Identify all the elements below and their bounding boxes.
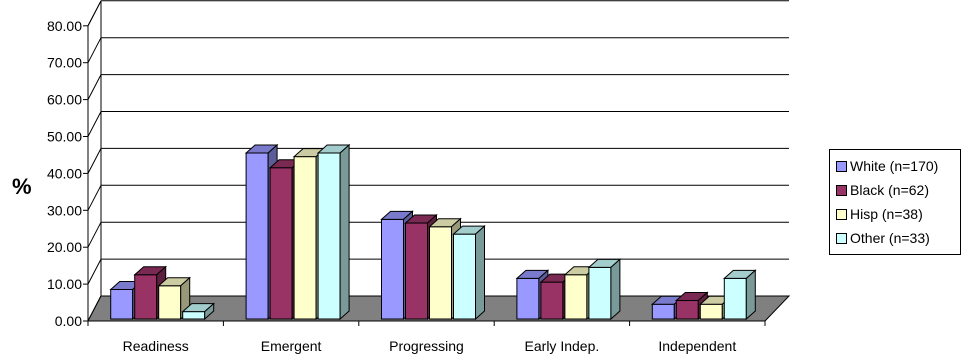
bar-front [134, 274, 158, 320]
y-tick-label: 60.00 [47, 92, 82, 108]
y-tick-label: 20.00 [47, 239, 82, 255]
bar-front [293, 156, 317, 320]
legend-swatch [836, 184, 847, 196]
bar [316, 143, 351, 321]
bar [181, 302, 216, 321]
legend-label: White (n=170) [850, 158, 939, 174]
bar [587, 258, 622, 321]
bar-front [245, 152, 269, 320]
gridline-side [87, 74, 102, 100]
y-tick-label: 0.00 [55, 313, 82, 329]
legend: White (n=170) Black (n=62) Hisp (n=38) Othe… [829, 149, 961, 255]
bar-front [675, 300, 699, 320]
legend-swatch [836, 160, 847, 172]
y-axis-label: % [12, 174, 32, 199]
bar-side [745, 269, 756, 321]
y-tick-label: 10.00 [47, 276, 82, 292]
bar-front [651, 303, 675, 320]
legend-swatch [836, 232, 847, 244]
bar-front [723, 277, 747, 320]
bar-side [204, 302, 215, 321]
legend-item: White (n=170) [836, 154, 960, 178]
bar-front [182, 311, 206, 320]
legend-label: Black (n=62) [850, 182, 929, 198]
gridline-side [87, 37, 102, 63]
y-tick-label: 30.00 [47, 202, 82, 218]
legend-label: Other (n=33) [850, 230, 930, 246]
y-tick-labels: 0.00 10.00 20.00 30.00 40.00 50.00 60.00 70.00 8… [47, 18, 82, 329]
bar-front [317, 152, 341, 320]
category-label: Emergent [261, 338, 322, 354]
bar [452, 225, 486, 321]
category-label: Progressing [389, 338, 464, 354]
bar-front [429, 226, 452, 320]
y-tick-label: 50.00 [47, 129, 82, 145]
y-tick-label: 80.00 [47, 18, 82, 34]
bar-front [588, 266, 612, 320]
gridline-side [87, 0, 102, 27]
y-tick-label: 70.00 [47, 55, 82, 71]
legend-item: Other (n=33) [836, 226, 960, 250]
bar-front [110, 288, 134, 320]
bar-front [269, 167, 293, 320]
bar-front [453, 233, 476, 320]
legend-item: Hisp (n=38) [836, 202, 960, 226]
gridline-side [87, 148, 102, 174]
gridline-side [87, 221, 102, 248]
bar-front [516, 277, 540, 320]
bar-front [540, 281, 564, 320]
legend-swatch [836, 208, 847, 220]
category-label: Readiness [123, 338, 189, 354]
bars [109, 143, 757, 321]
bar-side [610, 258, 621, 321]
gridline-side [87, 111, 102, 137]
y-tick-label: 40.00 [47, 165, 82, 181]
bar-front [158, 285, 182, 320]
gridline-side [87, 258, 102, 285]
bar-front [564, 274, 588, 320]
bar-front [381, 218, 404, 320]
category-label: Independent [658, 338, 736, 354]
gridline-side [87, 185, 102, 211]
bar [722, 269, 757, 321]
bar-side [339, 143, 350, 321]
legend-label: Hisp (n=38) [850, 206, 923, 222]
bar-side [475, 225, 485, 321]
category-labels: Readiness Emergent Progressing Early Indep.… [87, 320, 766, 354]
bar-front [699, 303, 723, 320]
legend-item: Black (n=62) [836, 178, 960, 202]
bar-front [405, 222, 428, 320]
category-label: Early Indep. [525, 338, 600, 354]
